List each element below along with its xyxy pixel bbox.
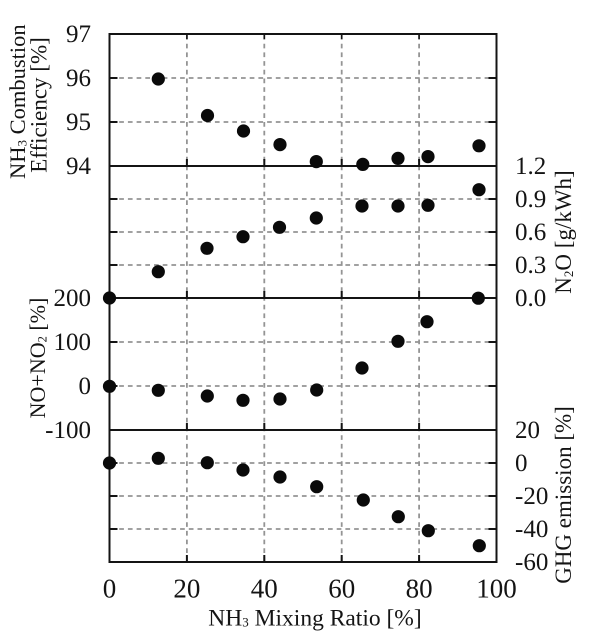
svg-text:40: 40: [251, 573, 278, 603]
svg-text:97: 97: [66, 21, 91, 48]
svg-text:94: 94: [66, 153, 92, 180]
svg-text:Efficiency [%]: Efficiency [%]: [27, 37, 52, 173]
svg-text:NH3 Mixing Ratio [%]: NH3 Mixing Ratio [%]: [208, 606, 421, 632]
svg-text:NO+NO2 [%]: NO+NO2 [%]: [25, 298, 50, 419]
svg-text:0: 0: [79, 373, 92, 400]
svg-text:-40: -40: [515, 516, 548, 543]
svg-text:N2O [g/kWh]: N2O [g/kWh]: [551, 170, 576, 293]
svg-text:0: 0: [103, 573, 117, 603]
svg-text:20: 20: [515, 417, 540, 444]
svg-text:200: 200: [54, 285, 92, 312]
svg-text:100: 100: [54, 329, 92, 356]
svg-text:60: 60: [328, 573, 355, 603]
svg-text:-60: -60: [515, 549, 548, 576]
svg-text:1.2: 1.2: [515, 153, 546, 180]
svg-text:GHG emission [%]: GHG emission [%]: [551, 406, 576, 584]
svg-text:96: 96: [66, 65, 91, 92]
svg-text:-20: -20: [515, 483, 548, 510]
svg-text:0: 0: [515, 450, 528, 477]
svg-text:0.9: 0.9: [515, 186, 546, 213]
svg-text:20: 20: [173, 573, 200, 603]
svg-text:100: 100: [476, 573, 517, 603]
svg-text:80: 80: [406, 573, 433, 603]
svg-text:95: 95: [66, 109, 91, 136]
svg-text:0.6: 0.6: [515, 219, 546, 246]
svg-text:-100: -100: [45, 417, 91, 444]
svg-text:NH3 Combustion: NH3 Combustion: [5, 24, 30, 179]
svg-text:0.0: 0.0: [515, 285, 546, 312]
svg-text:0.3: 0.3: [515, 252, 546, 279]
